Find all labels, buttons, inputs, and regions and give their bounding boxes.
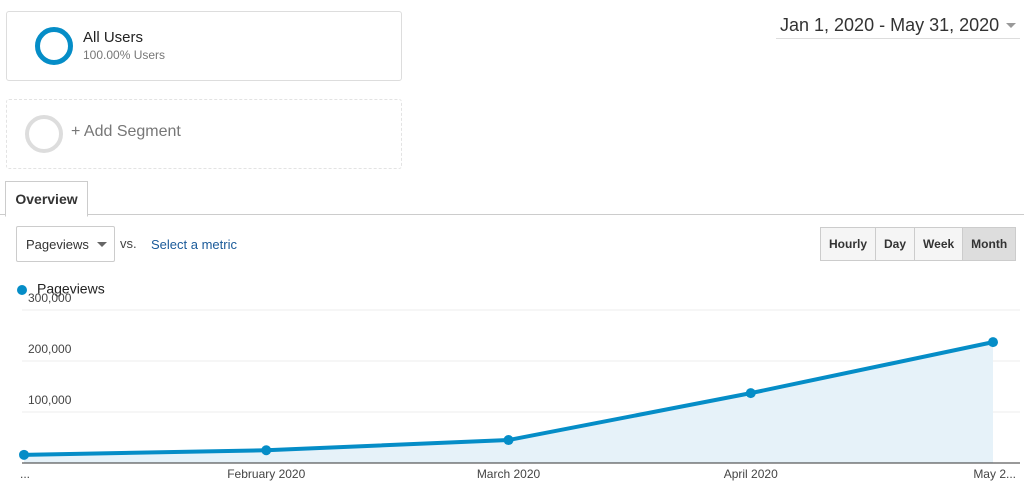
granularity-button[interactable]: Week [914,227,964,261]
compare-link[interactable]: Select a metric [151,237,237,252]
y-tick-label: 300,000 [28,291,72,305]
caret [1006,23,1016,33]
date-range[interactable]: Jan 1, 2020 - May 31, 2020 [776,10,1020,39]
legend-marker [17,285,27,295]
segment-card[interactable]: All Users 100.00% Users [6,11,402,81]
tab[interactable]: Overview [5,181,88,217]
point [261,445,272,456]
vs-label: vs. [120,236,137,251]
add-segment[interactable]: + Add Segment [6,99,402,169]
x-tick-label: March 2020 [477,467,541,481]
point [19,449,29,460]
segment-title: All Users [83,29,144,46]
x-tick-label: February 2020 [227,467,305,481]
metric-dropdown[interactable]: Pageviews [16,226,115,262]
chart: Pageviews 100,000 200,000 300,000... Februar… [17,281,1020,481]
add-segment-label: + Add Segment [71,123,181,140]
x-tick-label: ... [20,467,30,481]
point [988,337,998,348]
segment-icon [35,27,73,65]
caret [97,242,107,252]
y-tick-label: 200,000 [28,342,72,356]
granularity-button[interactable]: Month [962,227,1017,261]
point [503,435,514,446]
tab-rule [0,214,1024,215]
y-tick-label: 100,000 [28,393,72,407]
x-tick-label: April 2020 [724,467,778,481]
granularity-button[interactable]: Day [875,227,916,261]
date-range-text: Jan 1, 2020 - May 31, 2020 [780,15,1000,35]
granularity-buttons: Hourly Day Week Month [820,227,1017,261]
segment-icon [25,115,63,153]
legend-label: Pageviews [37,281,105,297]
area [24,342,993,463]
point [745,388,756,399]
segment-subtitle: 100.00% Users [83,48,166,62]
x-tick-label: May 2... [973,467,1016,481]
granularity-button[interactable]: Hourly [820,227,877,261]
metric-label: Pageviews [26,237,89,252]
